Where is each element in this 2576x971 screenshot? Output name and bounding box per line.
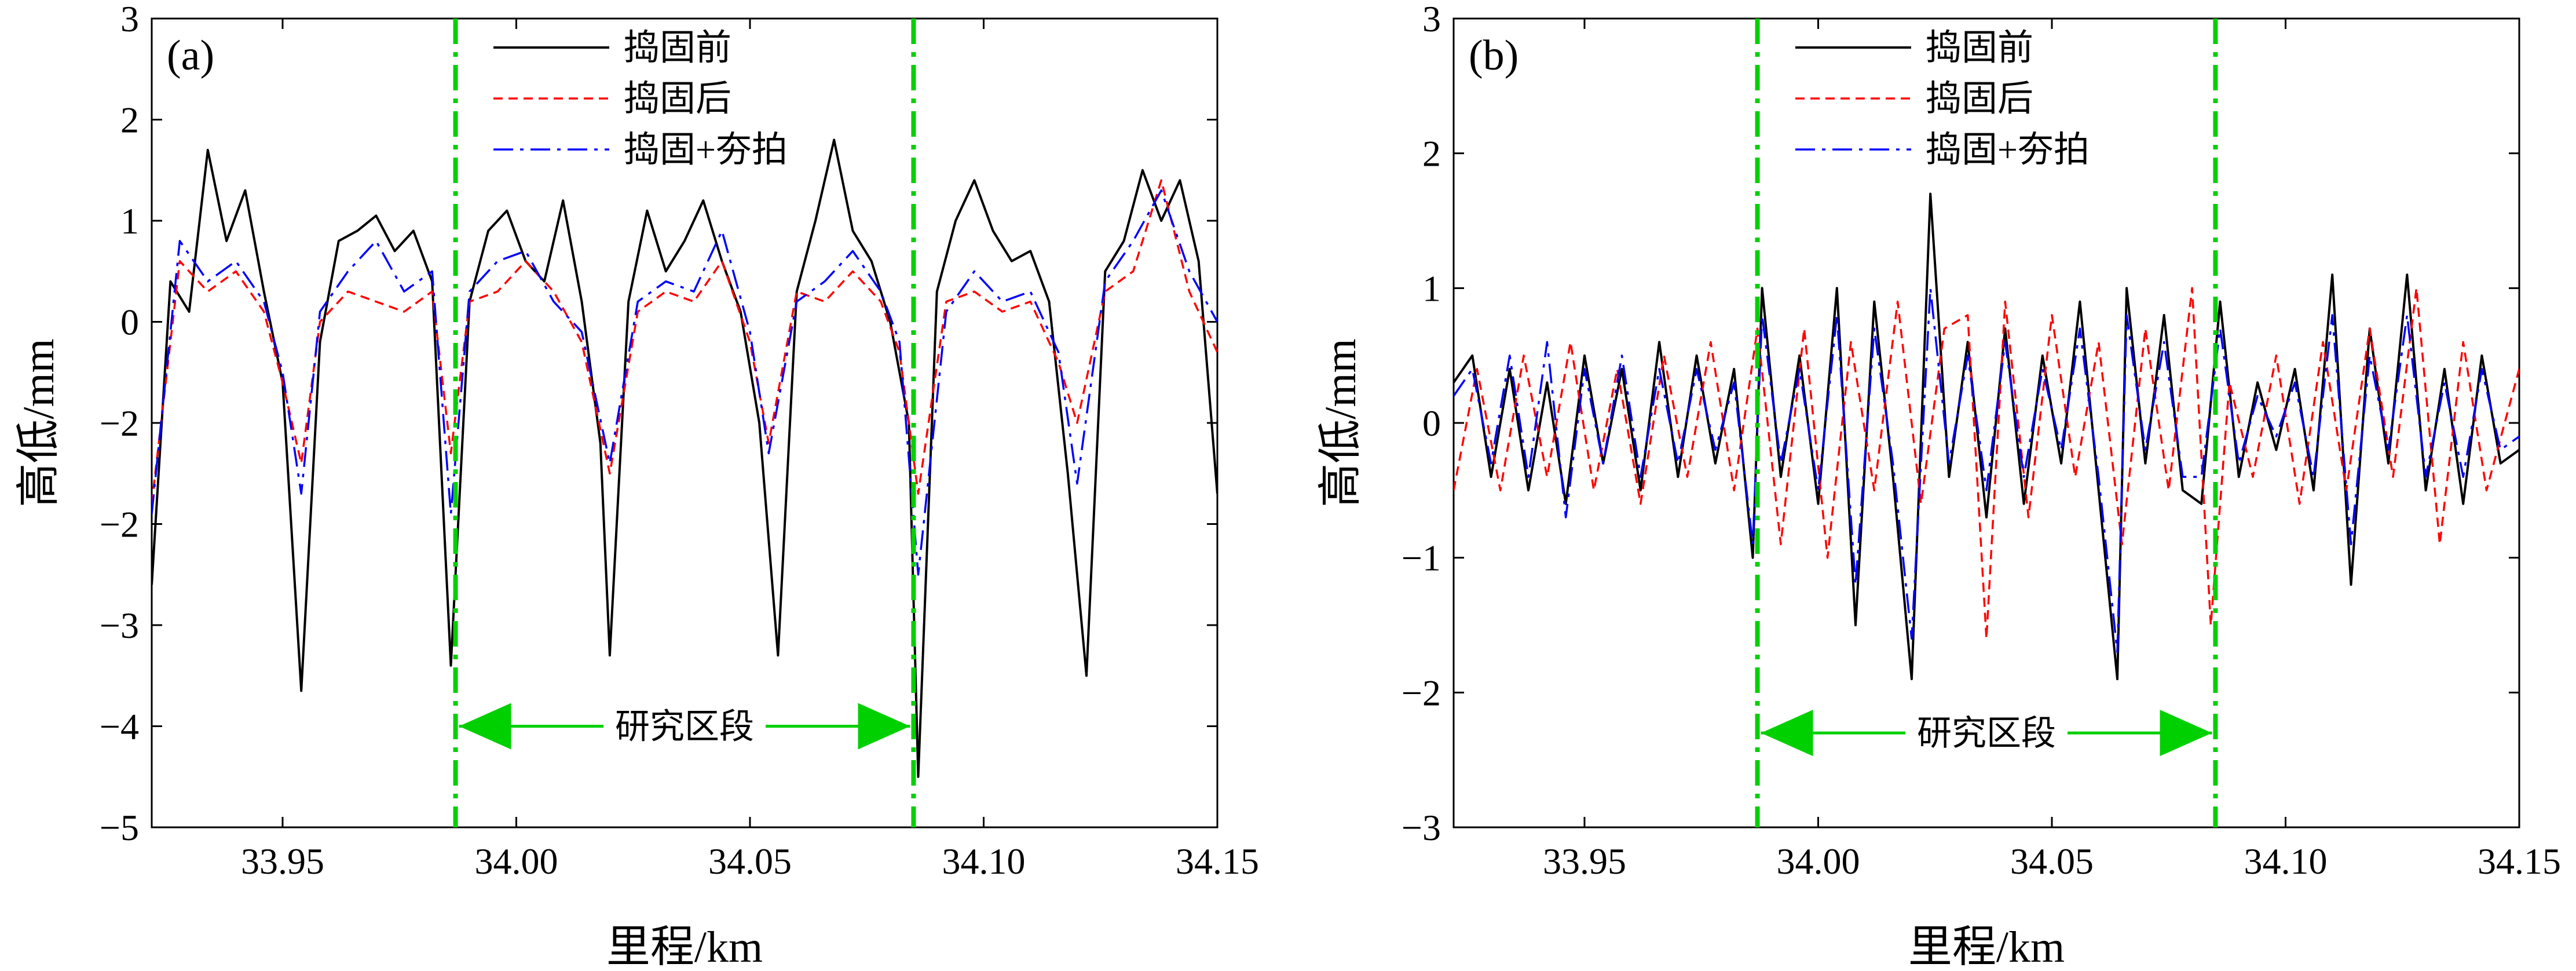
- y-axis-title: 高低/mm: [1316, 338, 1365, 507]
- panel-label: (b): [1469, 32, 1518, 79]
- y-tick-label: 0: [1422, 403, 1441, 444]
- y-tick-label: −5: [100, 807, 139, 848]
- section-label: 研究区段: [1917, 714, 2056, 753]
- x-tick-label: 33.95: [1543, 841, 1626, 882]
- y-tick-label: 1: [120, 200, 139, 242]
- panel-label: (a): [167, 32, 214, 79]
- x-axis-title: 里程/km: [606, 923, 763, 971]
- series-group: [1454, 192, 2519, 681]
- series-line-3: [1454, 287, 2519, 654]
- legend-label-2: 捣固后: [1926, 79, 2033, 119]
- y-tick-label: −4: [100, 706, 139, 747]
- y-tick-label: 1: [1422, 268, 1441, 309]
- series-line-2: [152, 179, 1217, 504]
- x-tick-label: 34.05: [2010, 841, 2094, 882]
- legend-label-1: 捣固前: [624, 28, 731, 68]
- y-tick-label: −3: [100, 605, 139, 646]
- legend-label-3: 捣固+夯拍: [1926, 130, 2090, 170]
- y-tick-label: −1: [1402, 538, 1441, 579]
- y-tick-label: 3: [1422, 0, 1441, 39]
- y-tick-label: −2: [100, 504, 139, 545]
- series-line-1: [1454, 192, 2519, 681]
- section-label: 研究区段: [615, 708, 754, 746]
- x-tick-label: 34.05: [708, 841, 792, 882]
- x-tick-label: 34.15: [1176, 841, 1259, 882]
- x-axis-title: 里程/km: [1908, 923, 2065, 971]
- series-group: [152, 138, 1217, 778]
- panel-a: 33.95 34.00 34.05 34.10 34.15 3 2 1 0 −2 −2 −3 −4 −5 里…: [14, 0, 1259, 971]
- panel-b: 33.95 34.00 34.05 34.10 34.15 3 2 1 0 −1 −2 −3 里程/km…: [1316, 0, 2561, 971]
- x-tick-label: 34.10: [2244, 841, 2327, 882]
- y-tick-label: 3: [120, 0, 139, 39]
- x-tick-label: 34.00: [1776, 841, 1860, 882]
- x-tick-label: 34.00: [474, 841, 558, 882]
- x-tick-label: 33.95: [241, 841, 324, 882]
- x-tick-label: 34.10: [942, 841, 1025, 882]
- x-tick-label: 34.15: [2478, 841, 2561, 882]
- y-tick-label: 2: [120, 100, 139, 141]
- series-line-3: [152, 189, 1217, 576]
- y-tick-label: −2: [1402, 672, 1441, 713]
- series-line-2: [1454, 287, 2519, 640]
- legend-label-3: 捣固+夯拍: [624, 130, 788, 170]
- series-line-1: [152, 138, 1217, 778]
- y-tick-label: −2: [100, 403, 139, 444]
- y-tick-label: 0: [120, 302, 139, 343]
- legend-label-2: 捣固后: [624, 79, 731, 119]
- y-axis-title: 高低/mm: [14, 338, 63, 507]
- legend-label-1: 捣固前: [1926, 28, 2033, 68]
- y-tick-label: −3: [1402, 807, 1441, 848]
- y-tick-label: 2: [1422, 133, 1441, 174]
